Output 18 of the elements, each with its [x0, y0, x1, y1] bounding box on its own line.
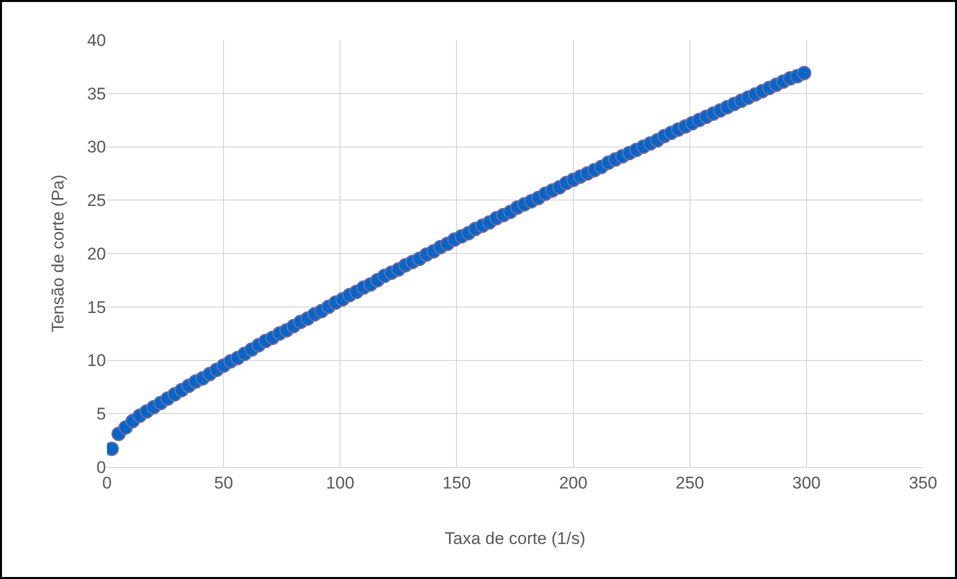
x-tick-label: 50 — [214, 473, 234, 492]
y-tick-label: 10 — [87, 351, 106, 370]
x-tick-label: 250 — [676, 473, 704, 492]
x-tick-label: 350 — [908, 473, 938, 492]
x-tick-label: 150 — [442, 473, 471, 492]
y-tick-label: 15 — [87, 298, 106, 317]
y-tick-label: 0 — [96, 458, 106, 477]
x-tick-label: 200 — [559, 473, 588, 492]
y-tick-label: 30 — [87, 138, 106, 157]
x-tick-label: 300 — [792, 473, 821, 492]
y-tick-label: 5 — [96, 404, 106, 424]
y-tick-label: 20 — [87, 244, 106, 264]
x-tick-label: 100 — [326, 473, 354, 492]
y-tick-label: 25 — [87, 191, 106, 210]
x-axis-title: Taxa de corte (1/s) — [444, 528, 586, 548]
y-tick-label: 35 — [87, 84, 106, 104]
y-axis-title: Tensão de corte (Pa) — [48, 174, 68, 332]
y-tick-label: 40 — [87, 30, 106, 50]
